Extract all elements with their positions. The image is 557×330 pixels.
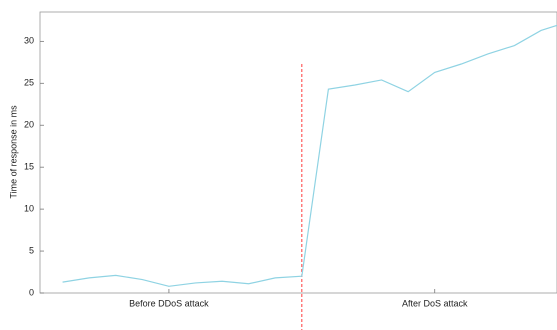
- y-tick-label: 15: [24, 162, 34, 172]
- y-axis-label: Time of response in ms: [8, 105, 18, 199]
- y-tick-label: 25: [24, 78, 34, 88]
- x-tick-label: After DoS attack: [402, 298, 468, 308]
- y-tick-label: 20: [24, 120, 34, 130]
- plot-frame: [39, 11, 557, 294]
- y-tick-label: 10: [24, 203, 34, 213]
- data-line: [62, 24, 557, 287]
- y-tick-label: 30: [24, 36, 34, 46]
- x-tick-label: Before DDoS attack: [129, 298, 209, 308]
- y-tick-label: 5: [29, 245, 34, 255]
- y-tick-label: 0: [29, 287, 34, 297]
